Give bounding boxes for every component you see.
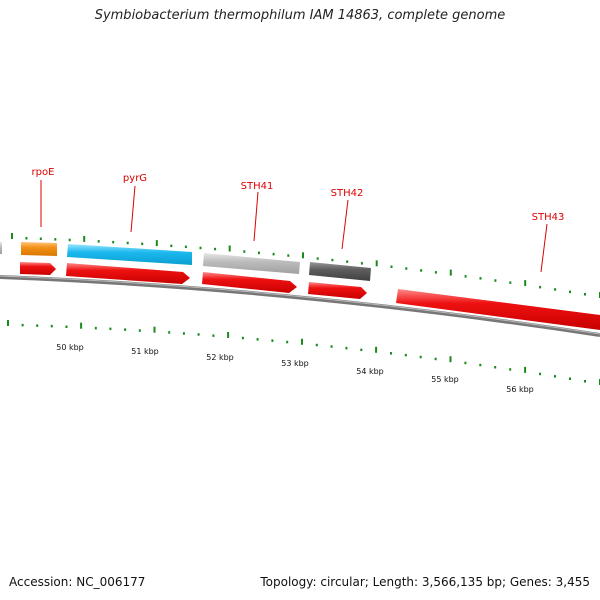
feature-pyrG[interactable] <box>67 244 192 265</box>
gene-arrow-track <box>20 262 600 330</box>
gene-label-STH42: STH42 <box>331 188 364 250</box>
feature-STH42[interactable] <box>309 262 371 281</box>
accession-text: Accession: NC_006177 <box>9 575 146 589</box>
gene-arrow-pyrG[interactable] <box>66 263 190 284</box>
partial-feature-gray[interactable] <box>0 242 2 254</box>
feature-STH41[interactable] <box>203 253 300 274</box>
upper-tick-track <box>11 233 600 298</box>
gene-label-STH41: STH41 <box>241 181 274 242</box>
leader-line <box>341 199 349 250</box>
gene-arrow-rpoE[interactable] <box>20 262 56 275</box>
axis-label: 53 kbp <box>281 359 309 368</box>
gene-arrow-STH41[interactable] <box>202 272 297 293</box>
axis-labels: 50 kbp 51 kbp 52 kbp 53 kbp 54 kbp 55 kb… <box>56 343 534 394</box>
axis-label: 54 kbp <box>356 367 384 376</box>
gene-label-pyrG: pyrG <box>123 173 147 233</box>
axis-label: 52 kbp <box>206 353 234 362</box>
gene-label-text: STH42 <box>331 188 364 199</box>
leader-line <box>130 185 136 233</box>
gene-arrow-STH42[interactable] <box>308 282 367 299</box>
axis-label: 56 kbp <box>506 385 534 394</box>
gene-label-text: rpoE <box>32 167 55 178</box>
gene-label-text: pyrG <box>123 173 147 184</box>
axis-label: 50 kbp <box>56 343 84 352</box>
gene-arrow-STH43[interactable] <box>396 289 600 330</box>
backbone-arc-highlight <box>0 275 600 335</box>
gene-label-text: STH41 <box>241 181 274 192</box>
feature-rpoE[interactable] <box>21 242 57 256</box>
genome-title: Symbiobacterium thermophilum IAM 14863, … <box>94 8 506 23</box>
leader-line <box>540 223 548 273</box>
gene-label-STH43: STH43 <box>532 212 565 273</box>
axis-label: 51 kbp <box>131 347 159 356</box>
feature-track <box>0 242 371 281</box>
leader-line <box>253 191 259 242</box>
backbone-arc <box>0 275 600 337</box>
genome-summary-text: Topology: circular; Length: 3,566,135 bp… <box>260 575 590 589</box>
gene-label-text: STH43 <box>532 212 565 223</box>
gene-label-rpoE: rpoE <box>32 167 55 227</box>
axis-label: 55 kbp <box>431 375 459 384</box>
lower-tick-track <box>7 320 600 385</box>
